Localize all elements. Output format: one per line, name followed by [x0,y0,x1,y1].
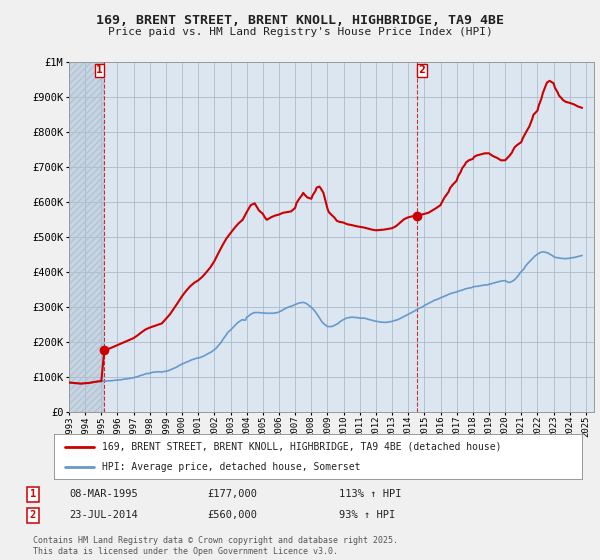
Text: 169, BRENT STREET, BRENT KNOLL, HIGHBRIDGE, TA9 4BE: 169, BRENT STREET, BRENT KNOLL, HIGHBRID… [96,14,504,27]
Text: 1: 1 [30,489,36,500]
Text: £177,000: £177,000 [207,489,257,500]
Text: 169, BRENT STREET, BRENT KNOLL, HIGHBRIDGE, TA9 4BE (detached house): 169, BRENT STREET, BRENT KNOLL, HIGHBRID… [101,441,501,451]
Text: 08-MAR-1995: 08-MAR-1995 [69,489,138,500]
Text: Contains HM Land Registry data © Crown copyright and database right 2025.
This d: Contains HM Land Registry data © Crown c… [33,536,398,556]
Bar [69,62,104,412]
Text: Price paid vs. HM Land Registry's House Price Index (HPI): Price paid vs. HM Land Registry's House … [107,27,493,38]
Text: 2: 2 [419,66,425,76]
Bar [69,62,104,412]
Text: 1: 1 [96,66,103,76]
Text: 2: 2 [30,510,36,520]
Text: 23-JUL-2014: 23-JUL-2014 [69,510,138,520]
Text: 113% ↑ HPI: 113% ↑ HPI [339,489,401,500]
Text: £560,000: £560,000 [207,510,257,520]
Text: 93% ↑ HPI: 93% ↑ HPI [339,510,395,520]
Text: HPI: Average price, detached house, Somerset: HPI: Average price, detached house, Some… [101,462,360,472]
